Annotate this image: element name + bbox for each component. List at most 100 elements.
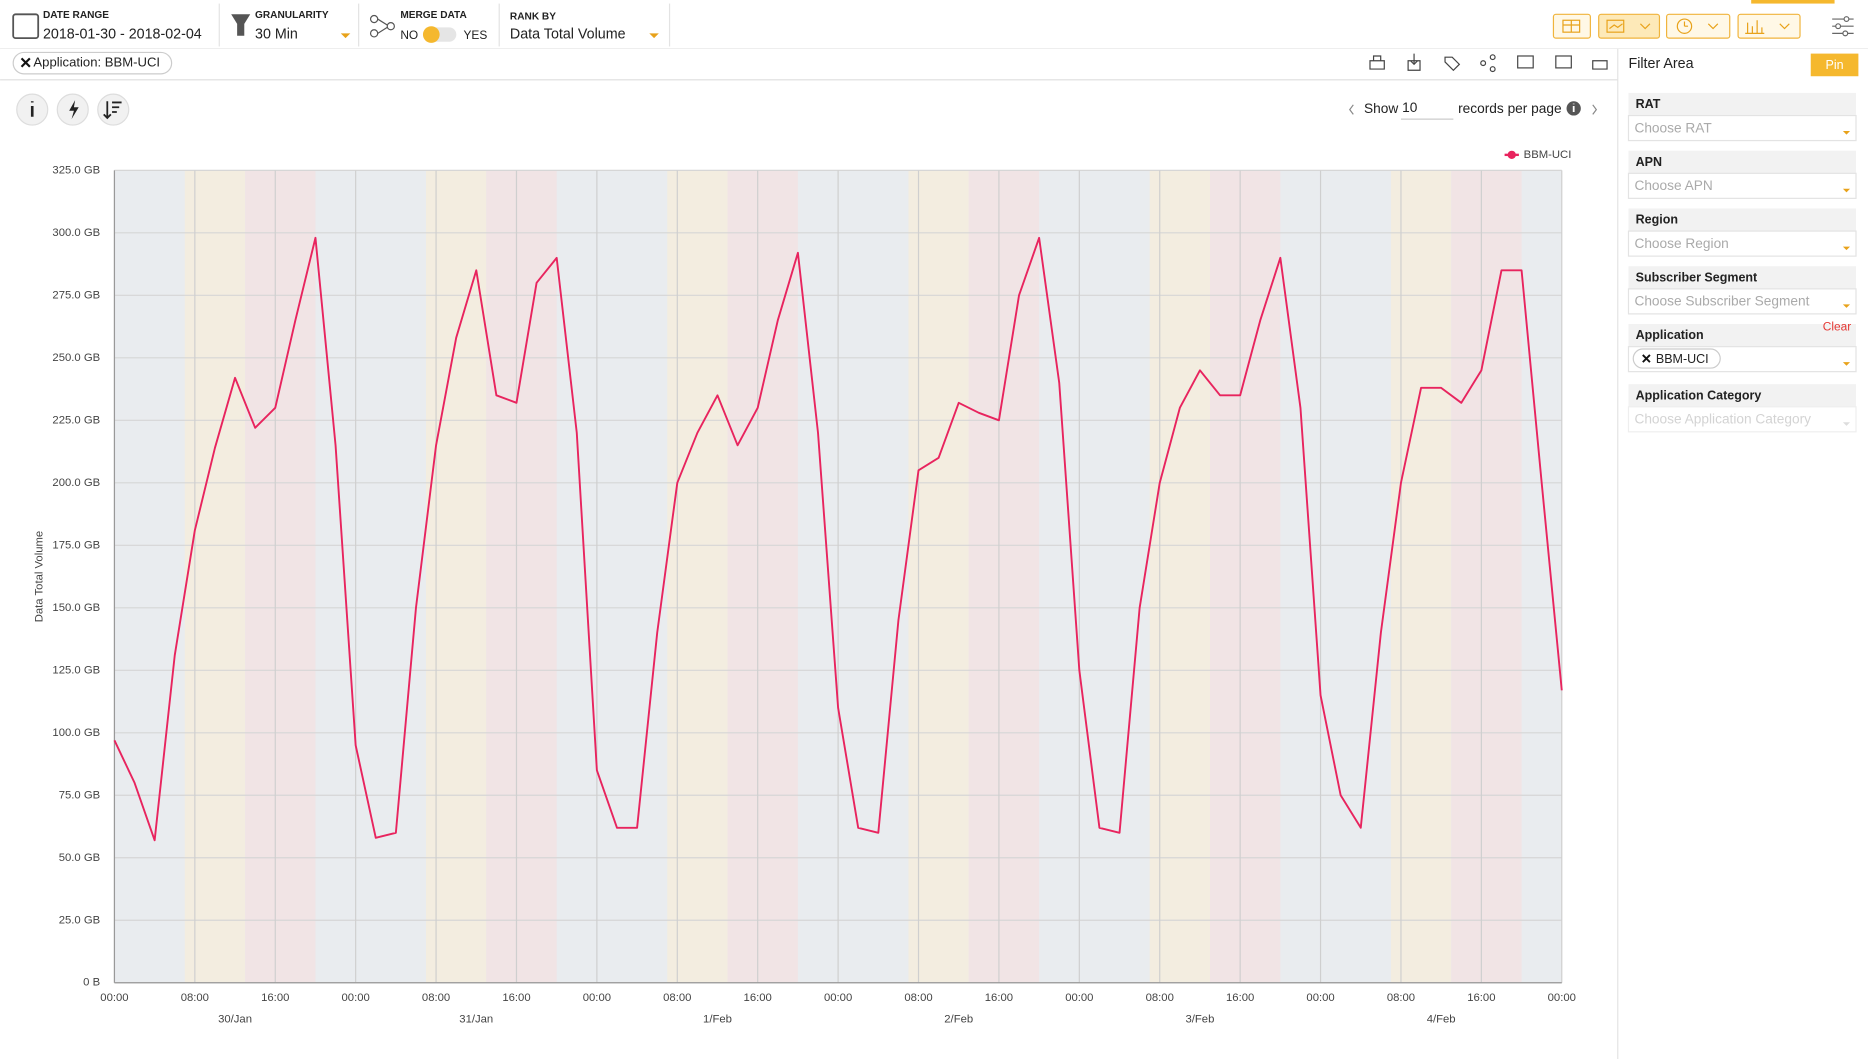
x-tick-label: 08:00 xyxy=(904,992,932,1004)
filter-select[interactable] xyxy=(1627,230,1857,257)
x-tick-label: 00:00 xyxy=(583,992,611,1004)
prev-page[interactable] xyxy=(1348,104,1354,115)
y-tick-label: 125.0 GB xyxy=(52,664,100,676)
legend-label[interactable]: BBM-UCI xyxy=(1524,149,1572,161)
records-suffix: records per page xyxy=(1458,101,1561,116)
x-tick-label: 16:00 xyxy=(985,992,1013,1004)
show-label: Show xyxy=(1364,101,1398,116)
date-range-value[interactable]: 2018-01-30 - 2018-02-04 xyxy=(43,26,202,42)
evening-band xyxy=(1451,170,1522,983)
dropdown-arrow[interactable] xyxy=(1842,188,1851,193)
dropdown-arrow[interactable] xyxy=(1842,131,1851,135)
settings-icon[interactable] xyxy=(1832,16,1854,37)
date-range-label: DATE RANGE xyxy=(43,10,109,21)
filter-header xyxy=(1628,150,1857,174)
filter-select[interactable] xyxy=(1627,114,1857,142)
filter-area-title: Filter Area xyxy=(1628,56,1693,72)
x-group-label: 1/Feb xyxy=(703,1014,732,1026)
dropdown-arrow[interactable] xyxy=(1842,422,1851,426)
toggle-knob[interactable] xyxy=(422,26,440,43)
pin-button[interactable] xyxy=(1810,53,1859,77)
y-tick-label: 50.0 GB xyxy=(59,852,100,864)
chart-button-icons xyxy=(30,100,122,120)
morning-band xyxy=(908,170,969,983)
filter-placeholder: Choose Region xyxy=(1634,236,1728,251)
y-tick-label: 75.0 GB xyxy=(59,789,100,801)
x-group-label: 3/Feb xyxy=(1185,1014,1214,1026)
filter-label: Subscriber Segment xyxy=(1636,270,1758,284)
x-tick-label: 16:00 xyxy=(1467,992,1495,1004)
x-tick-label: 16:00 xyxy=(1226,992,1254,1004)
filter-header xyxy=(1628,324,1857,347)
y-tick-label: 250.0 GB xyxy=(52,352,100,364)
rank-by-label: RANK BY xyxy=(510,11,556,22)
calendar-icon[interactable] xyxy=(12,13,40,40)
granularity-value[interactable]: 30 Min xyxy=(255,26,298,42)
x-tick-label: 00:00 xyxy=(342,992,370,1004)
filter-placeholder: Choose Subscriber Segment xyxy=(1634,294,1809,309)
x-tick-label: 00:00 xyxy=(100,992,128,1004)
filter-panel xyxy=(1617,48,1868,1059)
filter-chip[interactable] xyxy=(12,51,173,75)
chip-remove[interactable] xyxy=(1642,354,1651,363)
selected-value: BBM-UCI xyxy=(1656,352,1709,366)
morning-band xyxy=(667,170,728,983)
x-tick-label: 08:00 xyxy=(1146,992,1174,1004)
y-tick-label: 100.0 GB xyxy=(52,727,100,739)
dropdown-arrow[interactable] xyxy=(649,33,659,39)
x-tick-label: 16:00 xyxy=(744,992,772,1004)
evening-band xyxy=(1209,170,1281,983)
x-group-label: 31/Jan xyxy=(459,1014,493,1026)
x-tick-label: 08:00 xyxy=(1387,992,1415,1004)
dropdown-arrow[interactable] xyxy=(1842,362,1851,366)
morning-band xyxy=(1149,170,1210,983)
merge-on: YES xyxy=(463,28,487,42)
filter-label: Region xyxy=(1636,213,1678,227)
y-tick-label: 225.0 GB xyxy=(52,414,100,426)
x-group-label: 4/Feb xyxy=(1427,1014,1456,1026)
dropdown-arrow[interactable] xyxy=(340,33,351,39)
records-count[interactable]: 10 xyxy=(1402,100,1418,115)
clear-link[interactable]: Clear xyxy=(1823,320,1851,334)
x-tick-label: 08:00 xyxy=(422,992,450,1004)
x-tick-label: 16:00 xyxy=(502,992,530,1004)
filter-placeholder: Choose Application Category xyxy=(1634,412,1811,427)
y-tick-label: 175.0 GB xyxy=(52,539,100,551)
view-icons xyxy=(1562,18,1790,34)
filter-label: RAT xyxy=(1636,97,1661,111)
morning-band xyxy=(426,170,487,983)
chip-remove[interactable] xyxy=(20,57,31,68)
filter-list: RAT Choose RAT APN Choose APN Region Choose R… xyxy=(1627,92,1857,433)
filter-chip-text: Application: BBM-UCI xyxy=(33,55,160,70)
filter-select[interactable] xyxy=(1627,288,1857,315)
x-tick-label: 00:00 xyxy=(824,992,852,1004)
rank-by-value[interactable]: Data Total Volume xyxy=(510,26,626,42)
next-page[interactable] xyxy=(1592,104,1598,115)
filter-placeholder: Choose RAT xyxy=(1634,120,1712,135)
filter-label: Application Category xyxy=(1636,388,1762,402)
dropdown-arrow[interactable] xyxy=(1842,246,1851,251)
y-tick-label: 275.0 GB xyxy=(52,289,100,301)
filter-select[interactable] xyxy=(1627,172,1857,199)
y-tick-label: 300.0 GB xyxy=(52,227,100,239)
y-tick-label: 325.0 GB xyxy=(52,164,100,176)
filter-label: APN xyxy=(1636,155,1662,169)
filter-select[interactable] xyxy=(1627,406,1857,433)
x-tick-label: 16:00 xyxy=(261,992,289,1004)
filter-header xyxy=(1628,92,1857,116)
filter-label: Application xyxy=(1636,328,1704,342)
data-line xyxy=(113,236,1563,842)
selected-chip[interactable] xyxy=(1632,348,1721,369)
evening-band xyxy=(486,170,557,983)
filter-header xyxy=(1628,208,1857,232)
x-tick-label: 00:00 xyxy=(1306,992,1334,1004)
action-icons[interactable] xyxy=(1369,53,1608,73)
dropdown-arrow[interactable] xyxy=(1842,304,1851,308)
y-tick-label: 25.0 GB xyxy=(59,914,100,926)
chart: 0 B 25.0 GB 50.0 GB 75.0 GB 100.0 GB 125.0 GB… xyxy=(33,149,1576,1026)
active-indicator xyxy=(1751,0,1835,4)
filter-bar xyxy=(0,48,1618,80)
y-tick-label: 150.0 GB xyxy=(52,602,100,614)
merge-icon xyxy=(369,14,395,38)
